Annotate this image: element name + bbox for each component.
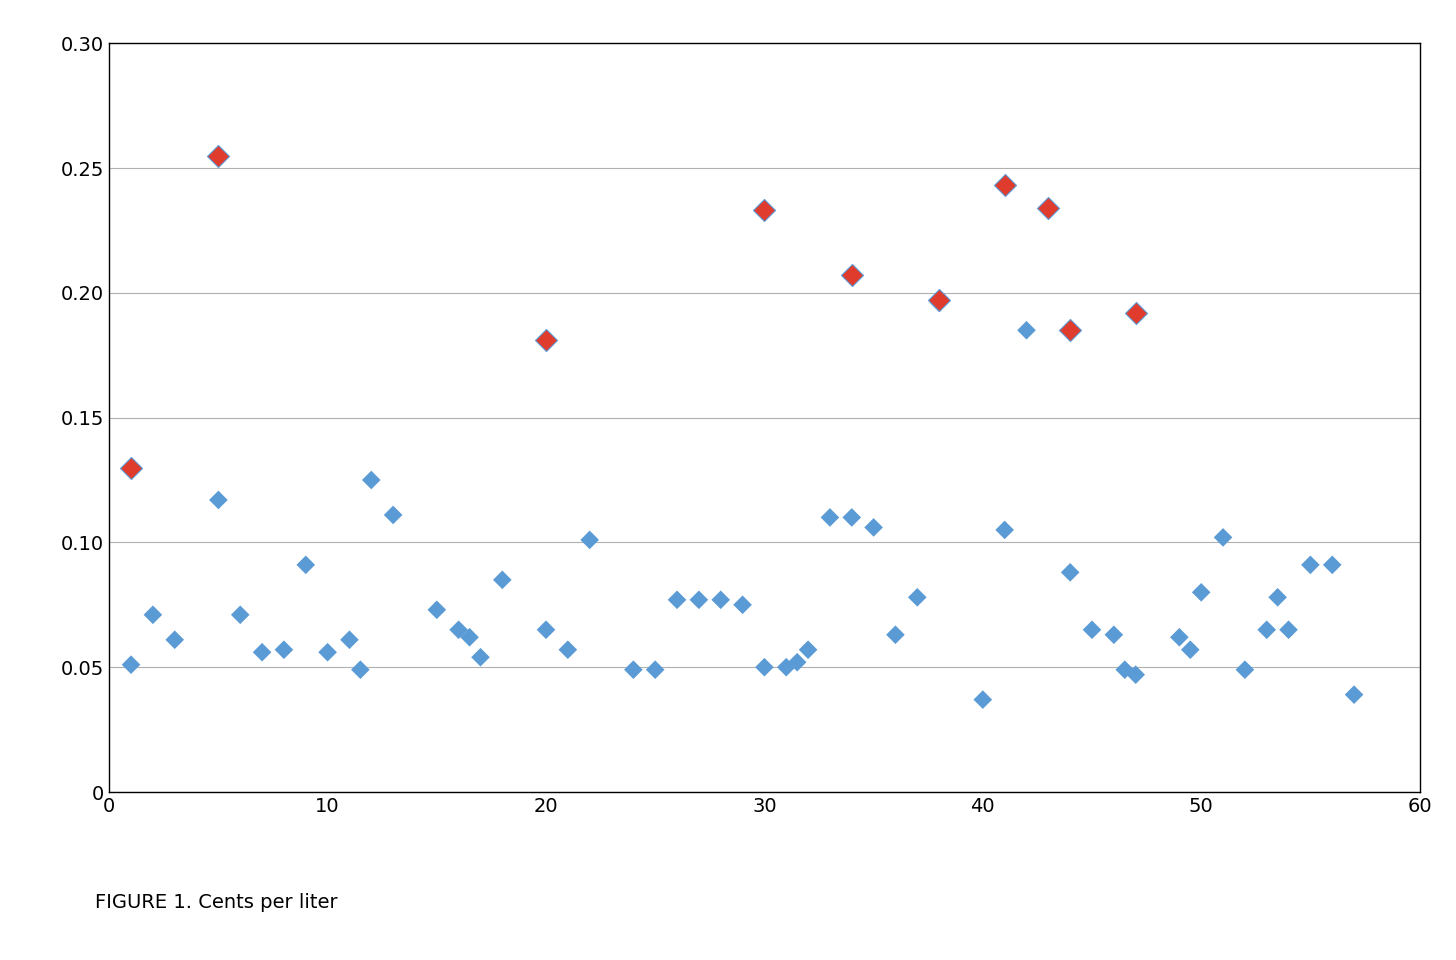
Point xyxy=(1255,622,1278,637)
Point xyxy=(1233,662,1257,678)
Point xyxy=(360,472,383,488)
Point xyxy=(644,662,667,678)
Point xyxy=(1124,305,1147,321)
Point xyxy=(775,660,798,675)
Point xyxy=(207,148,230,163)
Point xyxy=(927,293,951,308)
Point xyxy=(1211,530,1235,545)
Point xyxy=(993,522,1016,538)
Point xyxy=(556,642,579,658)
Point xyxy=(1342,687,1366,703)
Point xyxy=(534,332,558,348)
Point xyxy=(163,632,186,647)
Point xyxy=(665,592,689,608)
Point xyxy=(1059,564,1082,580)
Point xyxy=(993,178,1016,193)
Point xyxy=(840,268,863,283)
Point xyxy=(818,510,842,525)
Point xyxy=(229,607,252,622)
Point xyxy=(469,650,492,665)
Point xyxy=(534,622,558,637)
Point xyxy=(753,203,776,218)
Point xyxy=(786,655,810,670)
Point xyxy=(207,492,230,508)
Point xyxy=(1124,667,1147,683)
Point xyxy=(622,662,645,678)
Text: FIGURE 1. Cents per liter: FIGURE 1. Cents per liter xyxy=(95,893,338,912)
Point xyxy=(272,642,296,658)
Point xyxy=(862,519,885,535)
Point xyxy=(349,662,373,678)
Point xyxy=(1277,622,1300,637)
Point xyxy=(731,597,754,612)
Point xyxy=(1080,622,1104,637)
Point xyxy=(906,589,929,605)
Point xyxy=(1265,589,1290,605)
Point xyxy=(1190,585,1213,600)
Point xyxy=(381,507,405,522)
Point xyxy=(1168,630,1191,645)
Point xyxy=(840,510,863,525)
Point xyxy=(578,532,601,547)
Point xyxy=(1321,557,1344,572)
Point xyxy=(796,642,820,658)
Point xyxy=(1112,662,1136,678)
Point xyxy=(425,602,448,617)
Point xyxy=(1037,201,1060,216)
Point xyxy=(447,622,470,637)
Point xyxy=(709,592,732,608)
Point xyxy=(250,644,274,660)
Point xyxy=(1015,323,1038,338)
Point xyxy=(119,657,143,672)
Point xyxy=(457,630,480,645)
Point xyxy=(1102,627,1125,642)
Point xyxy=(753,660,776,675)
Point xyxy=(119,460,143,475)
Point xyxy=(927,295,951,310)
Point xyxy=(1059,323,1082,338)
Point xyxy=(971,692,994,708)
Point xyxy=(1299,557,1322,572)
Point xyxy=(1179,642,1203,658)
Point xyxy=(491,572,514,588)
Point xyxy=(884,627,907,642)
Point xyxy=(338,632,361,647)
Point xyxy=(294,557,317,572)
Point xyxy=(687,592,711,608)
Point xyxy=(316,644,339,660)
Point xyxy=(141,607,165,622)
